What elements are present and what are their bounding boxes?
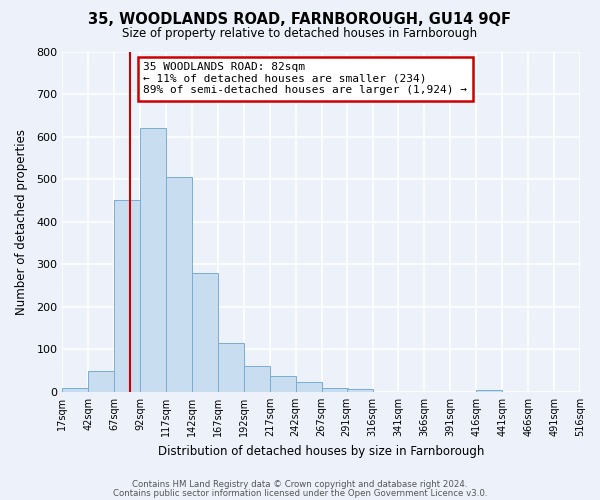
Bar [476,390,502,392]
Bar [114,200,140,392]
Bar [270,376,296,392]
X-axis label: Distribution of detached houses by size in Farnborough: Distribution of detached houses by size … [158,444,484,458]
Text: Contains HM Land Registry data © Crown copyright and database right 2024.: Contains HM Land Registry data © Crown c… [132,480,468,489]
Text: Size of property relative to detached houses in Farnborough: Size of property relative to detached ho… [122,28,478,40]
Bar [62,388,88,392]
Text: 35, WOODLANDS ROAD, FARNBOROUGH, GU14 9QF: 35, WOODLANDS ROAD, FARNBOROUGH, GU14 9Q… [89,12,511,28]
Text: Contains public sector information licensed under the Open Government Licence v3: Contains public sector information licen… [113,488,487,498]
Bar [88,370,114,392]
Bar [166,177,192,392]
Bar [322,388,347,392]
Bar [140,128,166,392]
Bar [296,382,322,392]
Bar [244,366,270,392]
Y-axis label: Number of detached properties: Number of detached properties [15,128,28,314]
Bar [192,273,218,392]
Bar [218,343,244,392]
Bar [347,389,373,392]
Text: 35 WOODLANDS ROAD: 82sqm
← 11% of detached houses are smaller (234)
89% of semi-: 35 WOODLANDS ROAD: 82sqm ← 11% of detach… [143,62,467,96]
